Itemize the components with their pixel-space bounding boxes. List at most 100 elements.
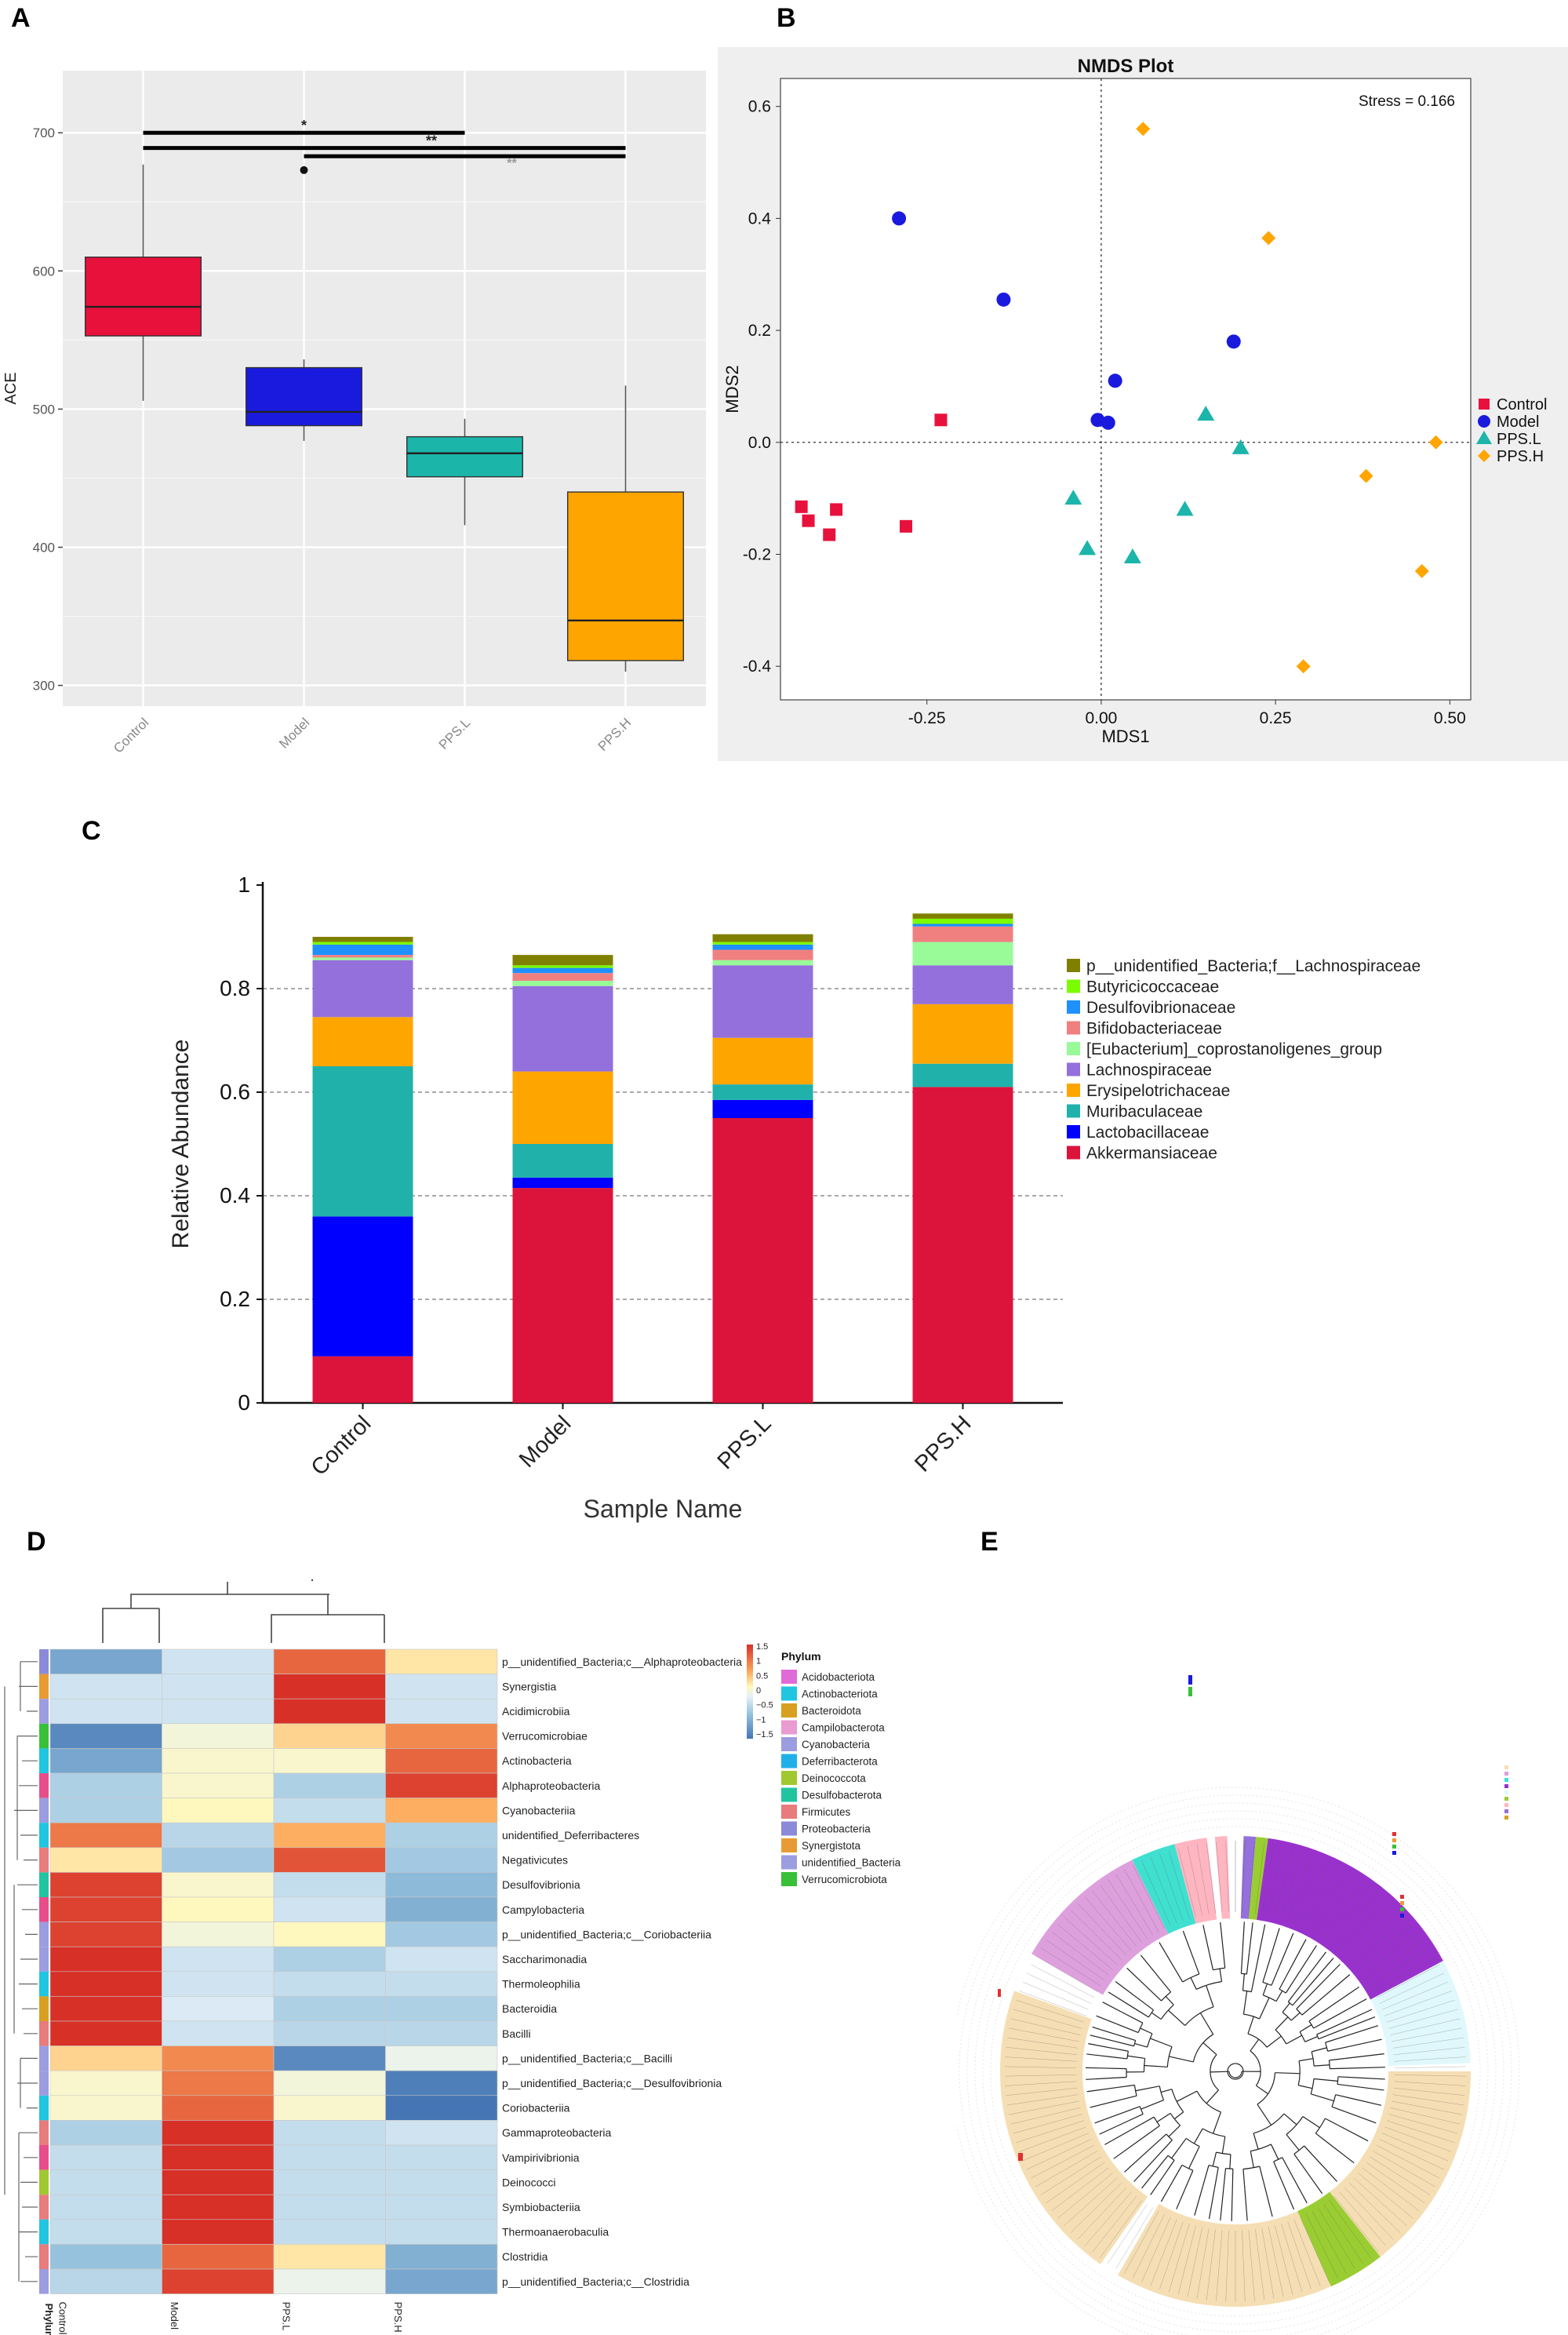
outer-ring bbox=[957, 1787, 1520, 2335]
tree-branch bbox=[1262, 1968, 1268, 1983]
phylum-legend-swatch bbox=[781, 1754, 797, 1769]
phylum-annotation-cell bbox=[39, 2071, 49, 2096]
y-tick-label: 0.2 bbox=[220, 1287, 250, 1311]
tree-sector bbox=[1000, 1991, 1148, 2264]
heatmap-cell bbox=[162, 1723, 275, 1749]
tree-tag bbox=[1018, 2153, 1023, 2161]
heatmap-cell bbox=[385, 1723, 498, 1749]
heatmap-cell bbox=[162, 1698, 275, 1725]
tip-label-stub bbox=[1026, 2139, 1092, 2170]
scale-label: 1.5 bbox=[756, 1642, 768, 1652]
tree-branch bbox=[1241, 1973, 1247, 1975]
phylum-annotation-cell bbox=[39, 1649, 49, 1674]
data-point-pps-h bbox=[1428, 435, 1443, 450]
tree-branch bbox=[1210, 2054, 1219, 2091]
tip-label-stub bbox=[1216, 1841, 1223, 1913]
tree-branch bbox=[1147, 2033, 1153, 2048]
x-tick-label: 0.25 bbox=[1260, 709, 1292, 727]
row-label: p__unidentified_Bacteria;c__Alphaproteob… bbox=[502, 1656, 742, 1668]
legend-label: PPS.L bbox=[1497, 431, 1541, 448]
bar-segment bbox=[912, 1087, 1013, 1403]
tip-label-stub bbox=[1005, 2056, 1077, 2062]
y-axis-title: MDS2 bbox=[722, 365, 742, 413]
heatmap-cell bbox=[273, 1847, 386, 1873]
tree-branch bbox=[1165, 1995, 1174, 2005]
tree-branch bbox=[1119, 2095, 1137, 2101]
tip-label-stub bbox=[1393, 2047, 1465, 2056]
bar-segment bbox=[912, 1004, 1013, 1064]
row-label: Alphaproteobacteria bbox=[502, 1779, 601, 1792]
tip-label-stub bbox=[1393, 2087, 1465, 2096]
outer-ring bbox=[966, 1802, 1504, 2335]
heatmap-cell bbox=[273, 2070, 386, 2096]
tip-label-stub bbox=[1040, 2156, 1101, 2195]
heatmap-cell bbox=[162, 1847, 275, 1873]
bar-segment bbox=[912, 1063, 1013, 1087]
heatmap-cell bbox=[273, 2268, 386, 2294]
heatmap-cell bbox=[162, 2268, 275, 2294]
bar-segment bbox=[512, 985, 613, 1072]
tip-label-stub bbox=[1394, 2056, 1466, 2062]
circular-phylogenetic-tree bbox=[957, 1675, 1520, 2335]
tip-label-stub bbox=[1394, 2066, 1466, 2068]
tree-branch bbox=[1299, 2024, 1312, 2033]
tree-branch bbox=[1150, 2038, 1173, 2048]
heatmap-cell bbox=[273, 2020, 386, 2046]
tree-branch bbox=[1247, 2033, 1268, 2048]
bar-segment bbox=[712, 965, 813, 1038]
tree-legend-swatch bbox=[1504, 1765, 1508, 1769]
tree-branch bbox=[1337, 2076, 1362, 2078]
tree-branch bbox=[1213, 1967, 1225, 1971]
tree-branch bbox=[1160, 2184, 1171, 2202]
tree-branch bbox=[1250, 2144, 1271, 2152]
tip-label-stub bbox=[1133, 2213, 1165, 2279]
tip-label-stub bbox=[1046, 2162, 1105, 2203]
tip-label-stub bbox=[1348, 2182, 1401, 2233]
row-label: Symbiobacteriia bbox=[502, 2201, 580, 2213]
heatmap-cell bbox=[49, 2095, 162, 2121]
tip-label-stub bbox=[1370, 1947, 1431, 1987]
tip-label-stub bbox=[1358, 2173, 1413, 2219]
tip-label-stub bbox=[1261, 1844, 1275, 1914]
tip-label-stub bbox=[1007, 2094, 1079, 2106]
x-axis-title: MDS1 bbox=[1101, 727, 1149, 746]
tree-branch bbox=[1316, 2027, 1331, 2035]
phylum-annotation-cell bbox=[39, 2021, 49, 2046]
bar-segment bbox=[712, 960, 813, 966]
tip-label-stub bbox=[1070, 1910, 1122, 1961]
row-label: Vampirivibrionia bbox=[502, 2151, 580, 2164]
panel-label-e: E bbox=[980, 1527, 999, 1557]
tree-branch bbox=[1313, 2018, 1330, 2029]
legend-marker bbox=[1478, 450, 1490, 462]
heatmap-cell bbox=[162, 1648, 275, 1674]
tree-sector bbox=[1248, 1837, 1268, 1920]
phylum-legend-swatch bbox=[781, 1872, 797, 1886]
tree-branch bbox=[1116, 2023, 1139, 2034]
tree-branch bbox=[1102, 2002, 1122, 2013]
tip-label-stub bbox=[1275, 1848, 1293, 1918]
data-point-pps-h bbox=[1414, 563, 1429, 578]
heatmap-cell bbox=[49, 1748, 162, 1774]
tree-branch bbox=[1086, 2086, 1118, 2093]
phylum-legend-swatch bbox=[781, 1686, 797, 1701]
tip-label-stub bbox=[1333, 1890, 1379, 1947]
y-tick-label: -0.4 bbox=[743, 658, 772, 676]
bar-segment bbox=[512, 981, 613, 986]
heatmap-cell bbox=[385, 1971, 498, 1997]
heatmap-cell bbox=[385, 1946, 498, 1973]
row-label: Deinococci bbox=[502, 2176, 555, 2188]
outer-ring bbox=[990, 1826, 1481, 2317]
tip-label-stub bbox=[1392, 2027, 1462, 2042]
tree-branch bbox=[1290, 2012, 1301, 2021]
tip-label-stub bbox=[1353, 2177, 1407, 2226]
y-axis-title: Relative Abundance bbox=[168, 1040, 194, 1249]
tree-branch bbox=[1135, 2085, 1160, 2092]
heatmap-cell bbox=[273, 1772, 386, 1798]
heatmap-cell bbox=[162, 2070, 275, 2096]
phylum-legend-swatch bbox=[781, 1855, 797, 1870]
tree-branch bbox=[1304, 2145, 1313, 2155]
heatmap-cell bbox=[162, 1872, 275, 1898]
tip-label-stub bbox=[1390, 2018, 1461, 2035]
phylum-legend-swatch bbox=[781, 1737, 797, 1751]
heatmap-cell bbox=[273, 1723, 386, 1749]
